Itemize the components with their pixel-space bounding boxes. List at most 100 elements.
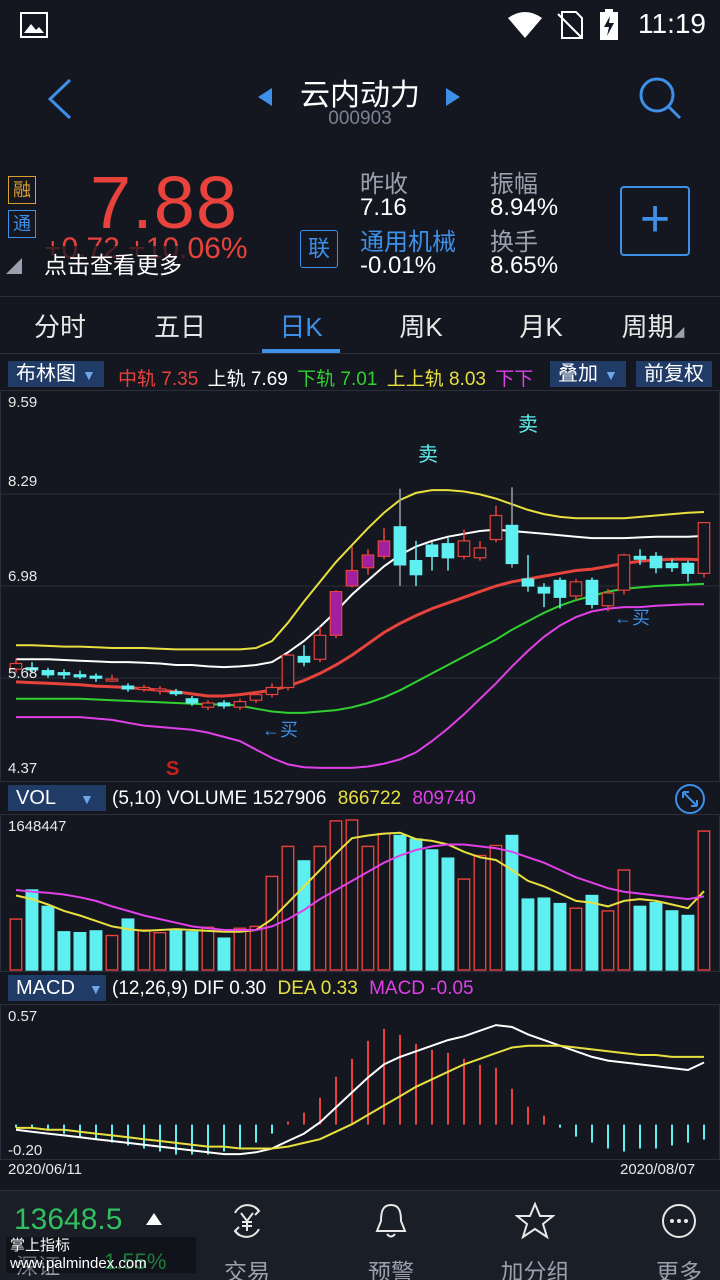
sell-signal-2: 卖 bbox=[518, 414, 538, 436]
stock-name: 云内动力 bbox=[300, 79, 420, 112]
macd-selector[interactable]: MACD ▼ bbox=[8, 975, 106, 1001]
volume-bar bbox=[489, 844, 503, 971]
volume-bar bbox=[665, 910, 679, 971]
sector-link[interactable]: 通用机械 bbox=[360, 229, 456, 256]
boll-selector-label: 布林图 bbox=[16, 363, 76, 385]
macd-chart bbox=[0, 1004, 720, 1160]
volume-bar bbox=[649, 901, 663, 971]
index-value[interactable]: 13648.5 bbox=[14, 1203, 123, 1236]
boll-up-label: 上轨 bbox=[207, 369, 246, 390]
macd-grid bbox=[0, 1004, 720, 1160]
candle-body bbox=[441, 543, 455, 559]
candle-body bbox=[9, 662, 23, 670]
vol-selector[interactable]: VOL ▼ bbox=[8, 785, 106, 811]
candle-body bbox=[457, 540, 471, 557]
nav-alert[interactable]: 预警 bbox=[368, 1259, 414, 1280]
vol-ma5: 866722 bbox=[337, 788, 402, 809]
vol-ma5-line bbox=[15, 831, 705, 933]
s-signal: S bbox=[166, 758, 180, 780]
volume-bar bbox=[617, 869, 631, 971]
nav-more[interactable]: 更多 bbox=[656, 1259, 702, 1280]
boll-upup-line bbox=[16, 489, 705, 651]
back-icon[interactable] bbox=[46, 78, 74, 120]
kline-chart[interactable] bbox=[0, 390, 720, 782]
search-icon[interactable] bbox=[638, 76, 682, 120]
candle-body bbox=[697, 522, 711, 575]
boll-lines bbox=[15, 489, 705, 769]
volume-bar bbox=[137, 929, 151, 971]
candle-body bbox=[409, 560, 423, 576]
volume-bar bbox=[601, 910, 615, 971]
next-stock-icon[interactable] bbox=[446, 88, 460, 106]
tab-intraday[interactable]: 分时 bbox=[33, 312, 86, 342]
volume-bar bbox=[153, 931, 167, 971]
boll-mid-label: 中轨 bbox=[118, 369, 157, 390]
date-end: 2020/08/07 bbox=[620, 1161, 696, 1178]
adjust-selector[interactable]: 前复权 bbox=[636, 361, 712, 387]
volume-bar bbox=[265, 875, 279, 971]
index-change: 1.55% bbox=[104, 1249, 167, 1274]
candle-body bbox=[329, 591, 343, 636]
stock-code: 000903 bbox=[328, 108, 392, 129]
vol-selector-label: VOL bbox=[16, 787, 57, 809]
candle-body bbox=[57, 672, 71, 676]
amplitude-label: 振幅 bbox=[490, 171, 538, 198]
volume-bar bbox=[41, 905, 55, 971]
overlay-selector[interactable]: 叠加 ▼ bbox=[550, 361, 626, 387]
chevron-down-icon: ▼ bbox=[82, 367, 96, 383]
volume-bar bbox=[393, 834, 407, 971]
tab-five-day[interactable]: 五日 bbox=[153, 312, 206, 342]
macd-selector-label: MACD bbox=[16, 977, 75, 999]
tap-for-more[interactable]: 点击查看更多 bbox=[40, 246, 186, 280]
boll-upup-value: 8.03 bbox=[448, 369, 486, 390]
date-start: 2020/06/11 bbox=[8, 1161, 82, 1178]
volume-bar bbox=[201, 926, 215, 971]
volume-bar bbox=[25, 889, 39, 971]
nav-add-group[interactable]: 加分组 bbox=[500, 1259, 570, 1280]
index-name: 深证 bbox=[16, 1254, 61, 1279]
macd-bars bbox=[15, 1028, 705, 1155]
price-axis-3: 6.98 bbox=[8, 568, 38, 585]
fullscreen-icon[interactable] bbox=[674, 783, 706, 815]
price-axis-bottom: 4.37 bbox=[8, 760, 38, 777]
candle-body bbox=[377, 540, 391, 557]
volume-bar bbox=[73, 931, 87, 971]
volume-bar bbox=[553, 902, 567, 971]
bottom-bar: 13648.5 深证 1.55% 掌上指标 www.palmindex.com … bbox=[0, 1190, 720, 1280]
add-watchlist-button[interactable]: + bbox=[620, 186, 690, 256]
candle-body bbox=[137, 686, 151, 691]
tab-monthly-k[interactable]: 月K bbox=[519, 312, 563, 342]
macd-dea: 0.33 bbox=[320, 978, 358, 999]
tab-period[interactable]: 周期◢ bbox=[598, 307, 708, 344]
candle-body bbox=[361, 554, 375, 569]
wifi-icon bbox=[508, 12, 542, 38]
nav-trade[interactable]: 交易 bbox=[224, 1259, 270, 1280]
candle-body bbox=[521, 578, 535, 587]
tab-daily-k[interactable]: 日K bbox=[279, 312, 323, 342]
prev-stock-icon[interactable] bbox=[258, 88, 272, 106]
volume-bar bbox=[345, 819, 359, 971]
candle-body bbox=[473, 547, 487, 559]
macd-axis-bottom: -0.20 bbox=[8, 1142, 43, 1159]
price-axis-top: 9.59 bbox=[8, 394, 38, 411]
volume-bar bbox=[457, 878, 471, 971]
amplitude-value: 8.94% bbox=[490, 194, 559, 221]
chevron-down-icon: ▼ bbox=[604, 367, 618, 383]
macd-axis-top: 0.57 bbox=[8, 1008, 38, 1025]
status-time: 11:19 bbox=[638, 8, 706, 39]
candle-body bbox=[265, 686, 279, 696]
volume-bar bbox=[473, 854, 487, 971]
sell-signal-1: 卖 bbox=[418, 444, 438, 466]
candle-body bbox=[249, 694, 263, 701]
link-button[interactable]: 联 bbox=[300, 230, 338, 268]
vol-params: (5,10) VOLUME bbox=[112, 788, 248, 809]
vol-current: 1527906 bbox=[252, 788, 327, 809]
boll-values: 中轨 7.35 上轨 7.69 下轨 7.01 上上轨 8.03 下下 bbox=[118, 364, 548, 391]
price-axis-4: 5.68 bbox=[8, 665, 38, 682]
vol-values: (5,10) VOLUME 1527906 866722 809740 bbox=[112, 788, 476, 810]
boll-selector[interactable]: 布林图 ▼ bbox=[8, 361, 104, 387]
candle-body bbox=[281, 654, 295, 689]
volume-bar bbox=[297, 860, 311, 971]
tab-weekly-k[interactable]: 周K bbox=[399, 312, 443, 342]
image-notification-icon bbox=[20, 12, 48, 38]
